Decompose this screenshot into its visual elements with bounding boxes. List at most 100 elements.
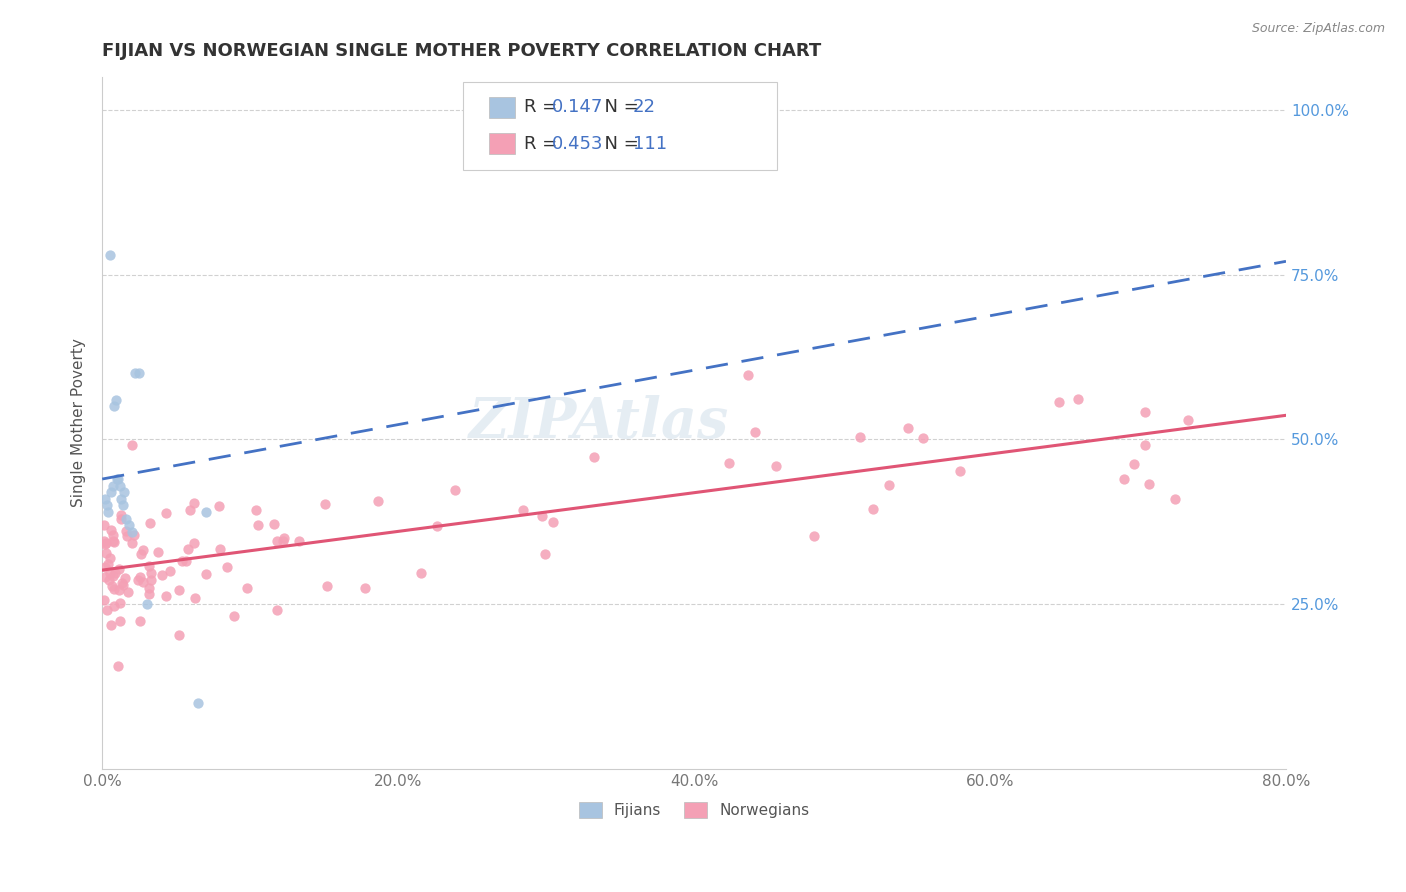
Point xyxy=(179,503,201,517)
Point xyxy=(94,491,117,506)
Text: Source: ZipAtlas.com: Source: ZipAtlas.com xyxy=(1251,22,1385,36)
Point xyxy=(110,508,132,522)
Point xyxy=(287,534,309,549)
Point xyxy=(138,559,160,574)
Point xyxy=(582,450,605,464)
Point xyxy=(737,368,759,382)
Point xyxy=(103,582,125,597)
Point xyxy=(169,628,191,642)
Point xyxy=(533,547,555,561)
Point xyxy=(101,528,124,542)
Point xyxy=(115,529,138,543)
Point xyxy=(1164,491,1187,506)
Point xyxy=(98,566,121,580)
Point xyxy=(103,566,125,580)
Point xyxy=(353,581,375,595)
Point xyxy=(103,535,125,549)
Point xyxy=(167,583,190,598)
Point xyxy=(443,483,465,498)
Point xyxy=(128,367,150,381)
Point xyxy=(803,529,825,543)
Point xyxy=(96,499,118,513)
Text: 0.453: 0.453 xyxy=(553,135,603,153)
Point xyxy=(101,579,124,593)
Point xyxy=(139,566,162,581)
Point xyxy=(150,568,173,582)
Text: 111: 111 xyxy=(633,135,666,153)
Point xyxy=(266,603,288,617)
Point xyxy=(93,593,115,607)
Point xyxy=(426,519,449,533)
Point xyxy=(105,472,128,486)
Point xyxy=(107,658,129,673)
Point xyxy=(121,524,143,539)
Point xyxy=(718,456,741,470)
Point xyxy=(100,524,122,538)
Point xyxy=(247,517,270,532)
Point xyxy=(127,574,149,588)
Point xyxy=(315,578,337,592)
Point xyxy=(139,516,162,530)
Point xyxy=(155,506,177,520)
Y-axis label: Single Mother Poverty: Single Mother Poverty xyxy=(72,338,86,508)
Point xyxy=(849,429,872,443)
Point xyxy=(135,598,157,612)
Point xyxy=(93,518,115,533)
Point xyxy=(115,511,138,525)
Point xyxy=(103,400,125,414)
Point xyxy=(271,534,294,549)
Point xyxy=(1135,405,1157,419)
Point xyxy=(107,562,129,576)
Text: 22: 22 xyxy=(633,98,655,116)
Point xyxy=(100,618,122,632)
Point xyxy=(129,570,152,584)
Point xyxy=(195,566,218,581)
Point xyxy=(93,560,115,574)
Text: 0.147: 0.147 xyxy=(553,98,603,116)
Point xyxy=(94,546,117,560)
Point xyxy=(121,438,143,452)
Point xyxy=(121,536,143,550)
Point xyxy=(949,465,972,479)
Point xyxy=(101,478,124,492)
Point xyxy=(96,536,118,550)
Point xyxy=(101,534,124,549)
Point xyxy=(314,497,336,511)
Point xyxy=(115,524,138,538)
Point xyxy=(114,571,136,585)
Text: N =: N = xyxy=(593,98,645,116)
Point xyxy=(177,542,200,557)
Point xyxy=(174,554,197,568)
Point xyxy=(273,532,295,546)
Point xyxy=(96,558,118,572)
Point xyxy=(367,494,389,508)
Point xyxy=(97,505,120,519)
Point xyxy=(224,608,246,623)
Point xyxy=(1177,413,1199,427)
Point xyxy=(112,485,135,500)
Point xyxy=(96,603,118,617)
FancyBboxPatch shape xyxy=(489,134,516,154)
Point xyxy=(236,581,259,595)
Point xyxy=(132,543,155,558)
Point xyxy=(765,458,787,473)
Point xyxy=(183,496,205,510)
Point xyxy=(1112,472,1135,486)
Text: N =: N = xyxy=(593,135,645,153)
Point xyxy=(543,515,565,529)
Point xyxy=(409,566,432,581)
Point xyxy=(93,537,115,551)
Point xyxy=(98,551,121,566)
Point xyxy=(110,491,132,506)
Point xyxy=(1135,438,1157,452)
Point xyxy=(122,527,145,541)
Point xyxy=(744,425,766,439)
Point xyxy=(110,576,132,591)
Point xyxy=(155,589,177,603)
Point xyxy=(110,512,132,526)
Point xyxy=(128,614,150,628)
Point xyxy=(148,545,170,559)
Point xyxy=(108,583,131,598)
Point xyxy=(118,518,141,533)
Point xyxy=(108,596,131,610)
